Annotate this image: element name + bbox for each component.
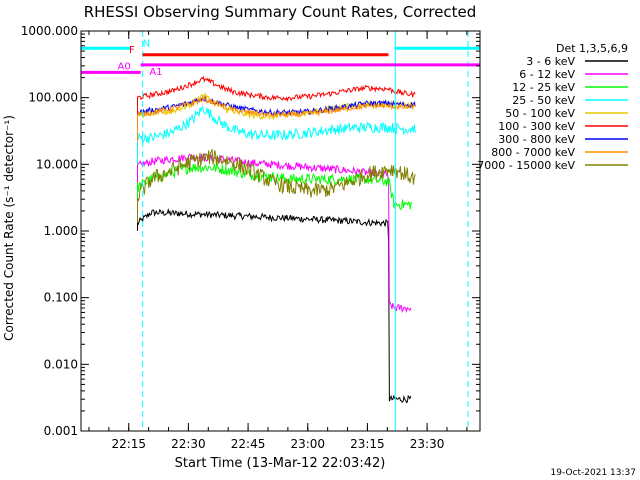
series-line [137, 75, 416, 125]
x-tick-label: 22:30 [171, 437, 206, 451]
y-axis-title: Corrected Count Rate (s⁻¹ detector⁻¹) [2, 115, 16, 341]
legend-label: 6 - 12 keV [519, 68, 575, 81]
series-line [137, 152, 412, 314]
footer-timestamp: 19-Oct-2021 13:37 [551, 468, 636, 478]
y-axis-title-group: Corrected Count Rate (s⁻¹ detector⁻¹) [2, 115, 16, 341]
x-axis-title: Start Time (13-Mar-12 22:03:42) [175, 456, 386, 471]
series-line [137, 105, 416, 165]
legend-label: 7000 - 15000 keV [477, 159, 575, 172]
series-800-7000-kev [137, 95, 416, 142]
y-tick-label: 1.000 [44, 224, 78, 238]
state-bar-label-a1: A1 [149, 67, 162, 78]
series-100-300-kev [137, 75, 416, 125]
y-tick-label: 0.100 [44, 291, 78, 305]
x-tick-label: 23:30 [410, 437, 445, 451]
legend-label: 25 - 50 keV [512, 94, 575, 107]
legend-label: 3 - 6 keV [526, 55, 575, 68]
series-3-6-kev [137, 207, 412, 404]
y-tick-label: 1000.000 [21, 24, 78, 38]
state-bar-label-n: N [143, 38, 150, 49]
series-line [137, 148, 416, 223]
legend-label: 300 - 800 keV [498, 133, 575, 146]
legend-label: 50 - 100 keV [505, 107, 575, 120]
axes-layer: 1000.000 100.000 10.000 1.000 0.100 0.010 0.00… [21, 24, 481, 451]
series-line [137, 207, 412, 404]
y-tick-label: 100.000 [28, 91, 78, 105]
state-bar-label-f: F [129, 45, 135, 56]
y-tick-label: 10.000 [36, 157, 78, 171]
chart-title: RHESSI Observing Summary Count Rates, Co… [84, 3, 477, 21]
legend-label: 100 - 300 keV [498, 120, 575, 133]
x-tick-label: 22:45 [231, 437, 266, 451]
series-layer [137, 75, 416, 404]
x-tick-label: 23:00 [290, 437, 325, 451]
state-bars-layer: NF A0 A1 [81, 38, 480, 78]
legend-title: Det 1,3,5,6,9 [556, 42, 628, 55]
y-tick-label: 0.010 [44, 357, 78, 371]
x-tick-label: 23:15 [350, 437, 385, 451]
y-tick-label: 0.001 [44, 424, 78, 438]
series-6-12-kev [137, 152, 412, 314]
series-25-50-kev [137, 105, 416, 165]
legend-label: 800 - 7000 keV [491, 146, 575, 159]
state-bar-label-a0: A0 [118, 61, 131, 72]
series-7000-15000-kev [137, 148, 416, 223]
x-tick-label: 22:15 [111, 437, 146, 451]
series-line [137, 95, 416, 142]
legend-label: 12 - 25 keV [512, 81, 575, 94]
